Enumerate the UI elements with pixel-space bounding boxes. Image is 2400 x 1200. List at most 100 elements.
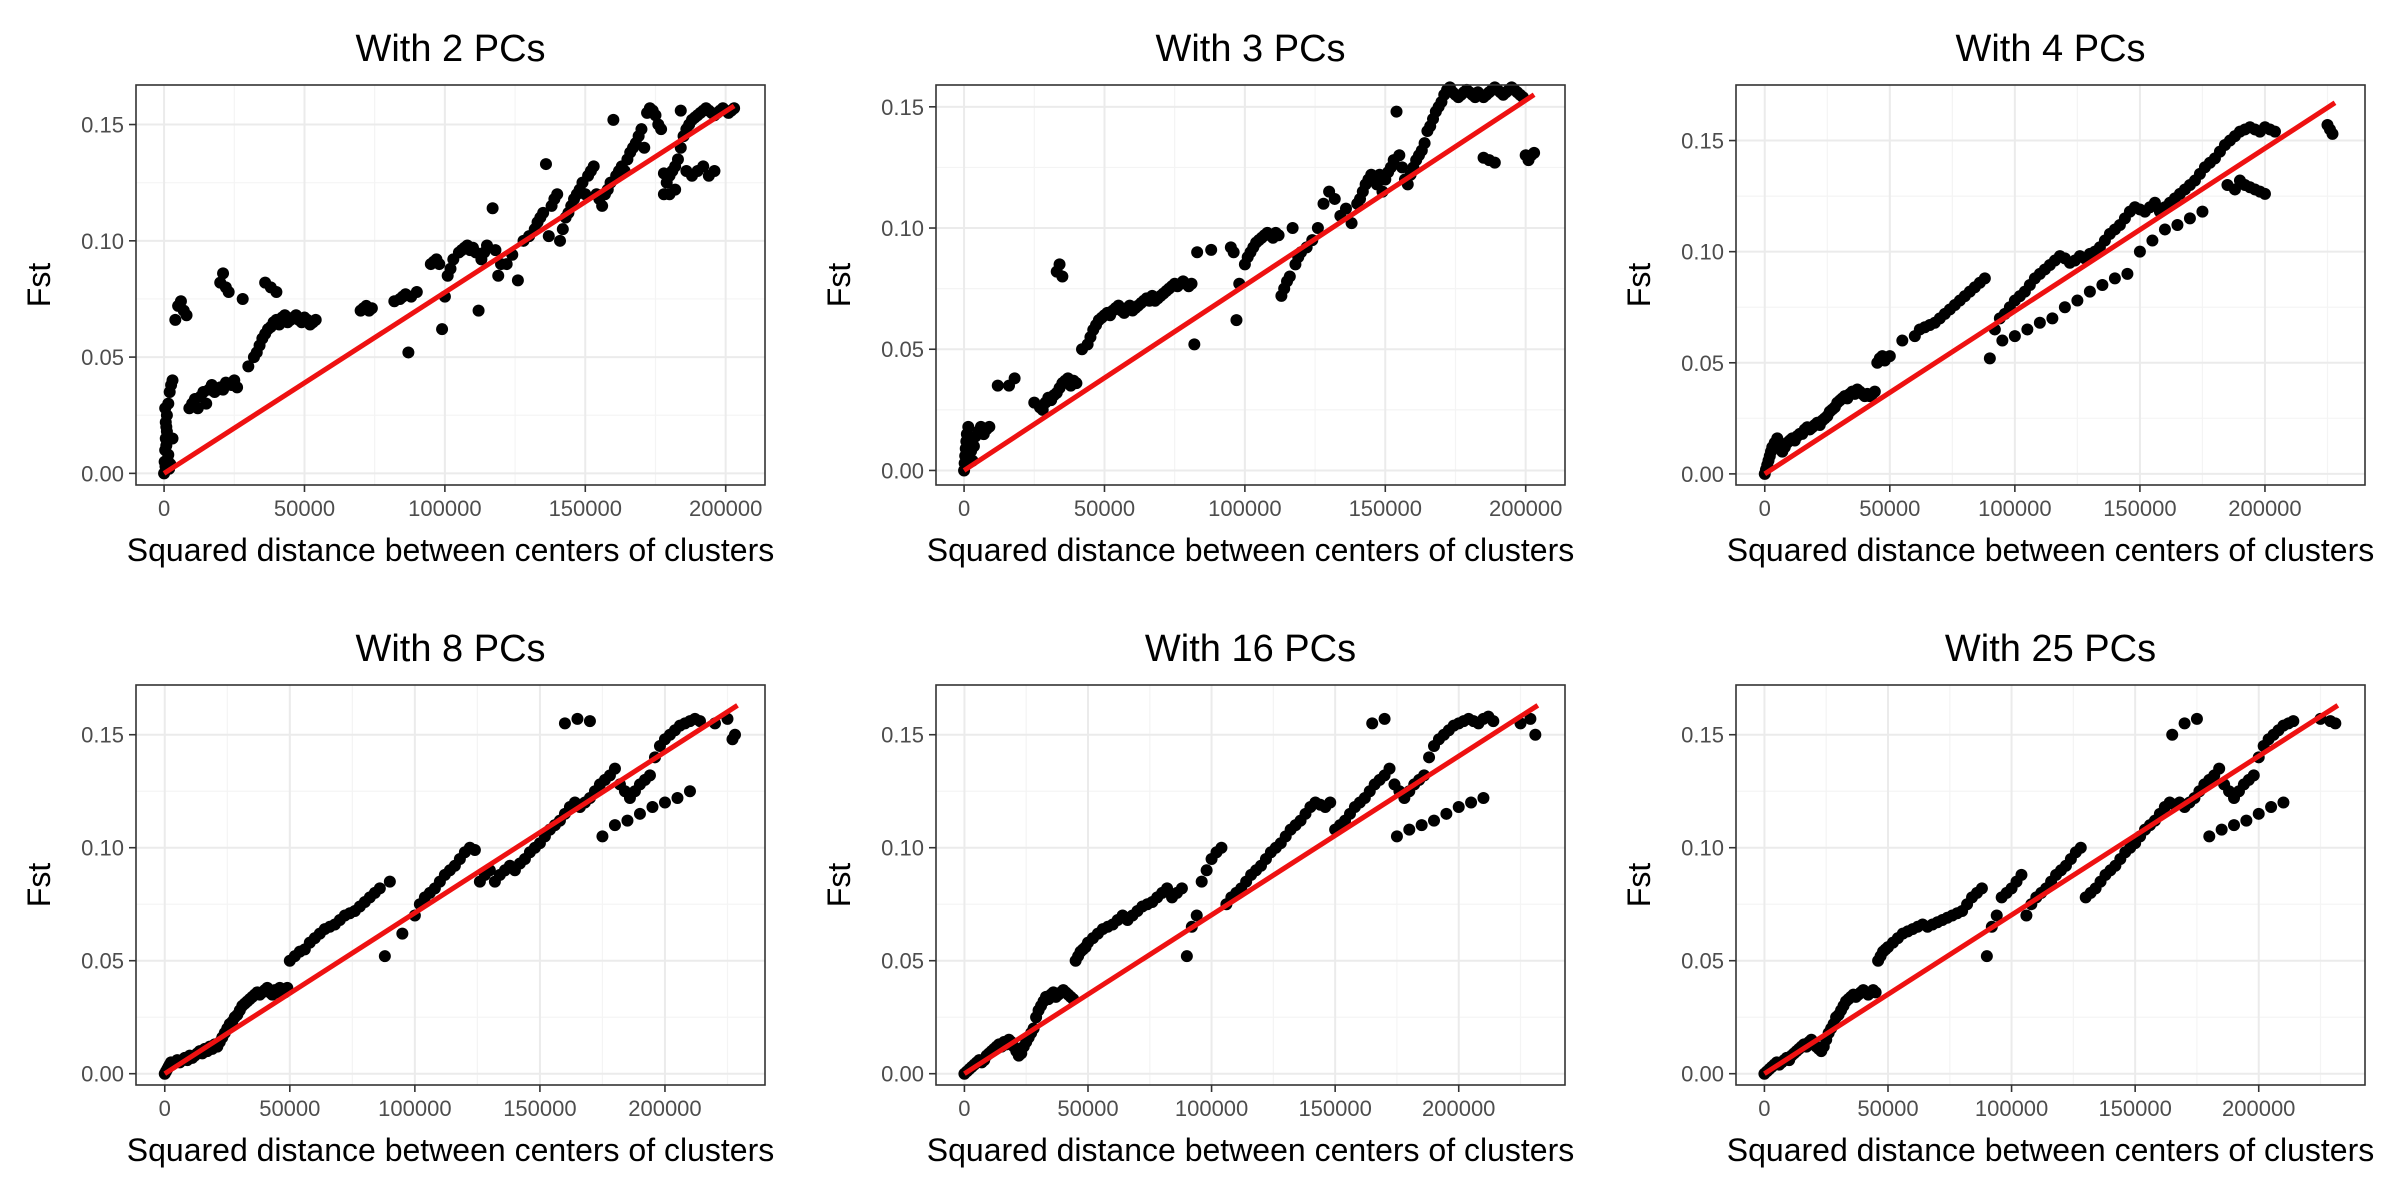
data-point <box>174 295 187 308</box>
data-point <box>669 183 682 196</box>
data-point <box>231 381 244 394</box>
data-point <box>583 715 596 728</box>
y-tick-label: 0.00 <box>1681 1062 1724 1087</box>
data-point <box>2058 301 2071 314</box>
data-point <box>608 762 621 775</box>
data-point <box>1428 814 1441 827</box>
data-point <box>1053 258 1066 271</box>
data-point <box>697 160 710 173</box>
data-point <box>270 285 283 298</box>
data-point <box>1488 156 1501 169</box>
y-tick-label: 0.15 <box>881 723 924 748</box>
data-point <box>1529 728 1542 741</box>
data-point <box>607 113 620 126</box>
data-point <box>1185 277 1198 290</box>
data-point <box>433 258 446 271</box>
data-point <box>1056 270 1069 283</box>
data-point <box>1869 986 1882 999</box>
data-point <box>587 160 600 173</box>
data-point <box>621 814 634 827</box>
data-point <box>683 785 696 798</box>
data-point <box>2326 127 2339 140</box>
data-point <box>649 109 662 122</box>
data-point <box>1383 762 1396 775</box>
data-point <box>596 830 609 843</box>
data-point <box>1324 796 1337 809</box>
data-point <box>1528 146 1541 159</box>
x-tick-label: 200000 <box>628 1096 701 1121</box>
y-tick-label: 0.00 <box>881 1062 924 1087</box>
data-point <box>2146 234 2159 247</box>
y-tick-label: 0.05 <box>81 949 124 974</box>
data-point <box>1366 717 1379 730</box>
data-point <box>708 165 721 178</box>
data-point <box>166 432 179 445</box>
data-point <box>2148 196 2161 209</box>
data-point <box>693 715 706 728</box>
y-tick-label: 0.15 <box>1681 723 1724 748</box>
data-point <box>967 440 980 453</box>
data-point <box>2074 841 2087 854</box>
y-axis-title: Fst <box>21 863 57 908</box>
regression-line <box>962 92 1536 473</box>
x-tick-label: 150000 <box>1298 1096 1371 1121</box>
data-point <box>1378 712 1391 725</box>
data-point <box>492 269 505 282</box>
data-point <box>554 234 567 247</box>
data-point <box>1415 819 1428 832</box>
data-point <box>2329 717 2342 730</box>
data-point <box>2228 819 2241 832</box>
data-point <box>1161 882 1174 895</box>
y-tick-label: 0.05 <box>81 345 124 370</box>
y-tick-label: 0.10 <box>1681 240 1724 265</box>
data-point <box>365 302 378 315</box>
panel-5: 0 50000 100000 150000 200000 0.00 0.05 0.10 0.15… <box>821 628 1574 1168</box>
y-tick-label: 0.15 <box>881 95 924 120</box>
data-point <box>1070 377 1083 390</box>
y-tick-label: 0.05 <box>1681 949 1724 974</box>
x-tick-label: 200000 <box>2222 1096 2295 1121</box>
data-point <box>162 448 175 461</box>
data-point <box>571 712 584 725</box>
data-point <box>1180 950 1193 963</box>
x-tick-label: 200000 <box>1422 1096 1495 1121</box>
data-point <box>2213 762 2226 775</box>
data-point <box>1328 192 1341 205</box>
data-point <box>410 285 423 298</box>
y-tick-label: 0.00 <box>81 1062 124 1087</box>
data-point <box>1487 715 1500 728</box>
data-point <box>159 416 172 429</box>
data-point <box>1868 385 1881 398</box>
data-point <box>159 402 172 415</box>
data-point <box>1418 137 1431 150</box>
data-point <box>1286 222 1299 235</box>
data-point <box>1200 864 1213 877</box>
scatter-points <box>1758 119 2339 480</box>
grid-lines <box>936 685 1565 1085</box>
data-point <box>1188 338 1201 351</box>
data-point <box>1205 243 1218 256</box>
data-point <box>242 360 255 373</box>
grid-lines <box>136 85 765 485</box>
data-point <box>1390 105 1403 118</box>
data-point <box>1317 197 1330 210</box>
data-point <box>396 927 409 940</box>
data-point <box>1423 751 1436 764</box>
plot-frame <box>1735 684 2366 1086</box>
data-point <box>2268 125 2281 138</box>
x-tick-label: 50000 <box>1859 496 1920 521</box>
grid-lines <box>1736 84 2365 485</box>
x-tick-label: 200000 <box>689 496 762 521</box>
y-tick-label: 0.10 <box>881 216 924 241</box>
data-point <box>2265 801 2278 814</box>
data-point <box>1896 334 1909 347</box>
y-tick-label: 0.10 <box>881 836 924 861</box>
data-point <box>236 292 249 305</box>
x-tick-label: 50000 <box>1074 496 1135 521</box>
data-point <box>542 230 555 243</box>
y-tick-label: 0.05 <box>881 337 924 362</box>
y-tick-label: 0.15 <box>81 723 124 748</box>
panel-title: With 2 PCs <box>355 28 545 70</box>
plot-frame <box>135 684 766 1086</box>
data-point <box>551 188 564 201</box>
